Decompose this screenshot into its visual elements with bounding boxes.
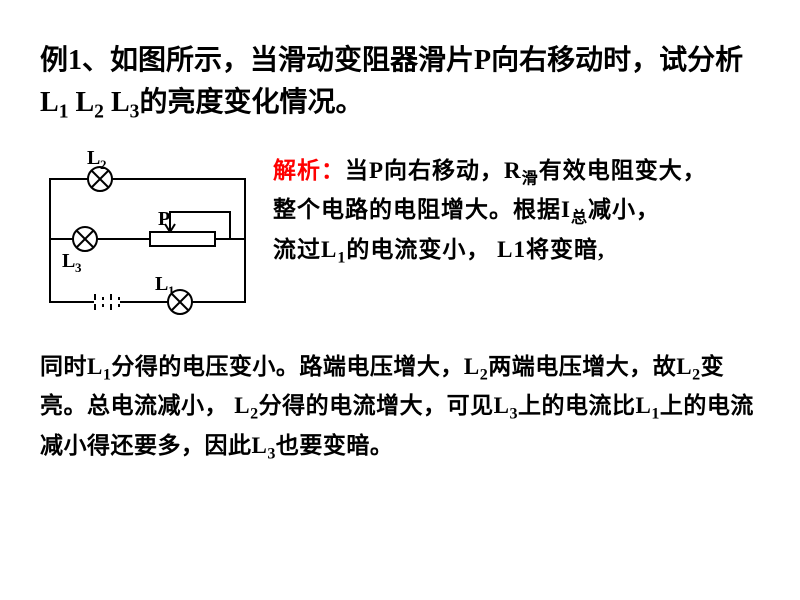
a1b: 有效电阻变大， [539, 158, 707, 183]
title-sub2: 2 [94, 102, 104, 123]
a3b: 的电流变小， L1将变暗, [346, 237, 604, 262]
a2s: 总 [571, 210, 588, 227]
analysis-label: 解析： [273, 158, 345, 183]
content-row: L2 L3 L1 P 解析：当P向右移动，R滑有效电阻变大， 整个电路的电阻增大… [40, 147, 760, 327]
title-mid1: L [68, 87, 94, 118]
title-suffix: 的亮度变化情况。 [139, 87, 363, 118]
bs6: 1 [651, 406, 660, 423]
circuit-diagram: L2 L3 L1 P [40, 147, 255, 327]
svg-text:L: L [155, 273, 168, 295]
svg-text:L: L [62, 250, 75, 272]
svg-text:P: P [158, 208, 170, 230]
a3a: 流过L [273, 237, 337, 262]
bs5: 3 [509, 406, 518, 423]
a1s: 滑 [522, 171, 539, 188]
a2a: 整个电路的电阻增大。根据I [273, 197, 571, 222]
bs3: 2 [692, 367, 701, 384]
b5: 分得的电流增大，可见L [259, 393, 510, 418]
b3: 两端电压增大，故L [488, 354, 692, 379]
b6: 上的电流比L [518, 393, 651, 418]
a2b: 减小， [588, 197, 660, 222]
conclusion-text: 同时L1分得的电压变小。路端电压增大，L2两端电压增大，故L2变亮。总电流减小，… [40, 349, 760, 467]
title-sub3: 3 [130, 102, 140, 123]
svg-text:2: 2 [100, 157, 107, 172]
svg-text:3: 3 [75, 260, 82, 275]
title-mid2: L [104, 87, 130, 118]
title-sub1: 1 [59, 102, 69, 123]
bs2: 2 [480, 367, 489, 384]
problem-title: 例1、如图所示，当滑动变阻器滑片P向右移动时，试分析L1 L2 L3的亮度变化情… [40, 40, 760, 127]
svg-text:L: L [87, 147, 100, 169]
svg-text:1: 1 [168, 283, 175, 298]
b2: 分得的电压变小。路端电压增大，L [111, 354, 479, 379]
b8: 也要变暗。 [276, 433, 394, 458]
analysis-text: 解析：当P向右移动，R滑有效电阻变大， 整个电路的电阻增大。根据I总减小， 流过… [273, 147, 760, 271]
bs4: 2 [250, 406, 259, 423]
bs7: 3 [267, 445, 276, 462]
b1: 同时L [40, 354, 103, 379]
a1a: 当P向右移动，R [345, 158, 522, 183]
